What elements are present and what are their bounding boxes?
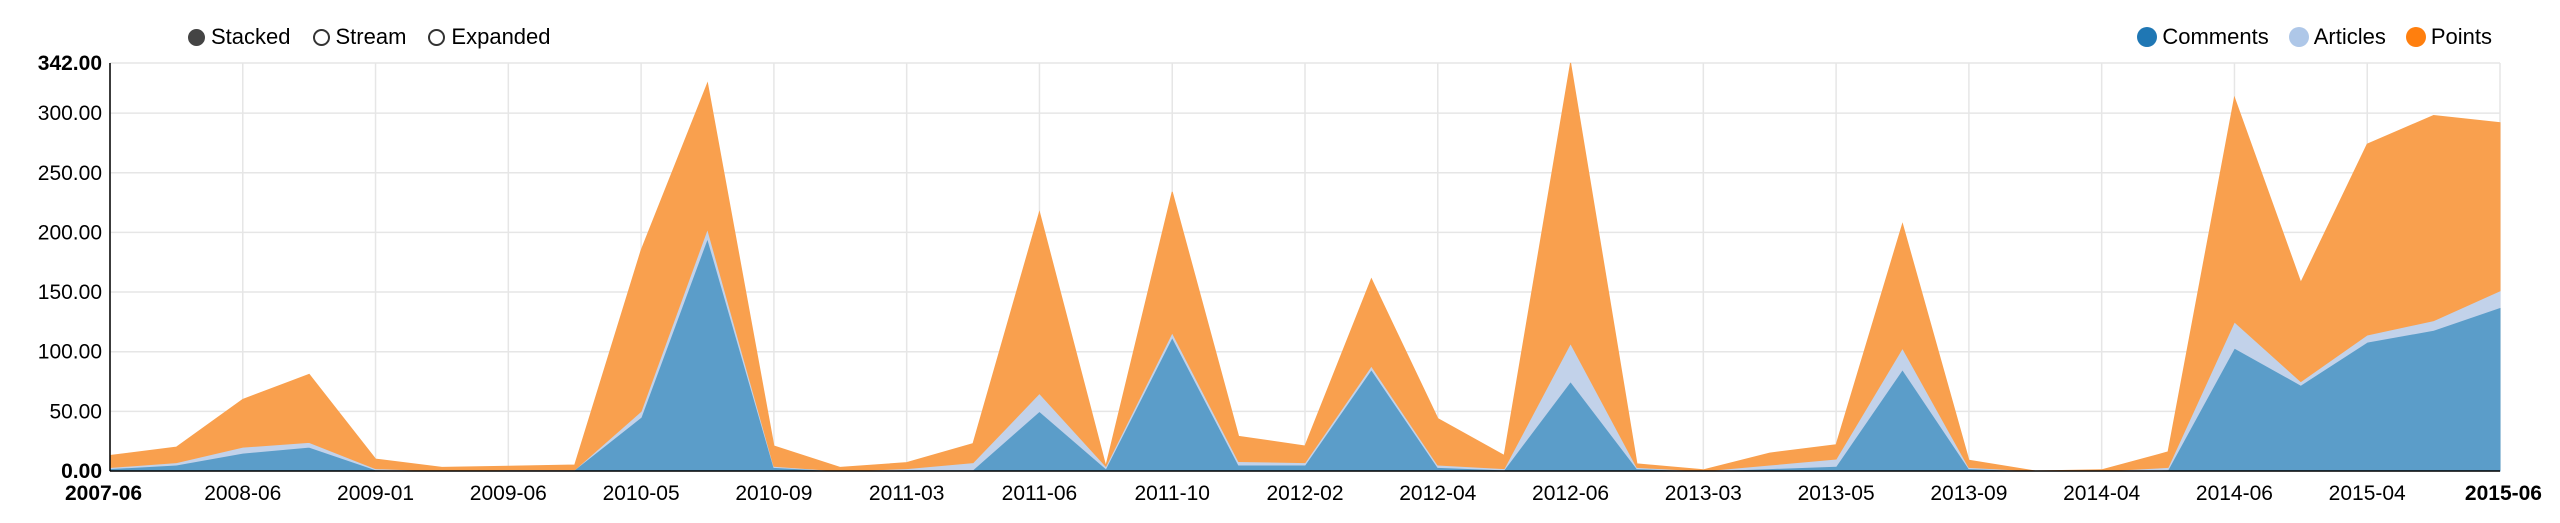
style-option-label: Expanded (451, 24, 551, 49)
legend-dot-icon[interactable] (2137, 27, 2158, 47)
x-tick-label: 2014-06 (2196, 482, 2273, 505)
x-tick-label: 2013-05 (1798, 482, 1875, 505)
y-axis: 0.00 50.00 100.00 150.00 200.00 250.00 300.00 3… (38, 52, 111, 483)
radio-icon[interactable] (188, 28, 205, 46)
legend-dot-icon[interactable] (2405, 27, 2426, 47)
area-points[interactable] (109, 62, 2501, 472)
x-tick-label: 2013-09 (1930, 482, 2007, 505)
y-tick-label: 342.00 (38, 52, 102, 75)
style-option-stacked[interactable]: Stacked (188, 24, 291, 50)
legend-item-points[interactable]: Points (2405, 24, 2492, 50)
x-tick-label: 2011-10 (1134, 482, 1210, 505)
y-tick-label: 250.00 (38, 162, 102, 185)
x-tick-label: 2007-06 (65, 482, 142, 505)
grid-lines (109, 62, 2501, 472)
y-tick-label: 300.00 (38, 102, 102, 125)
y-tick-label: 100.00 (38, 341, 102, 364)
chart-legend: Comments Articles Points (2123, 22, 2492, 52)
x-tick-label: 2013-03 (1665, 482, 1742, 505)
legend-label: Articles (2313, 24, 2386, 49)
x-tick-label: 2012-06 (1532, 482, 1609, 505)
x-axis: 2007-06 2008-06 2009-01 2009-06 2010-05 2010-… (65, 470, 2542, 505)
x-tick-label: 2012-02 (1266, 482, 1343, 505)
radio-icon[interactable] (428, 28, 446, 46)
style-option-label: Stream (335, 24, 407, 49)
legend-item-articles[interactable]: Articles (2288, 24, 2386, 50)
x-tick-label: 2009-06 (470, 482, 547, 505)
x-tick-label: 2011-03 (869, 482, 945, 505)
style-option-expanded[interactable]: Expanded (428, 24, 551, 50)
y-tick-label: 200.00 (38, 221, 102, 244)
x-tick-label: 2011-06 (1002, 482, 1078, 505)
legend-item-comments[interactable]: Comments (2137, 24, 2269, 50)
legend-label: Comments (2162, 24, 2269, 49)
x-tick-label: 2010-05 (603, 482, 680, 505)
x-tick-label: 2009-01 (337, 482, 414, 505)
x-tick-label: 2010-09 (735, 482, 812, 505)
y-tick-label: 150.00 (38, 281, 102, 304)
x-tick-label: 2012-04 (1399, 482, 1476, 505)
x-tick-label: 2014-04 (2063, 482, 2140, 505)
chart-style-controls: Stacked Stream Expanded (188, 22, 551, 52)
style-option-stream[interactable]: Stream (312, 24, 407, 50)
legend-dot-icon[interactable] (2288, 27, 2309, 47)
y-tick-label: 0.00 (61, 460, 102, 483)
x-tick-label: 2015-06 (2465, 482, 2542, 505)
x-tick-label: 2015-04 (2329, 482, 2406, 505)
style-option-label: Stacked (211, 24, 291, 49)
x-tick-label: 2008-06 (204, 482, 281, 505)
legend-label: Points (2430, 24, 2492, 49)
y-tick-label: 50.00 (49, 400, 102, 423)
radio-icon[interactable] (312, 28, 330, 46)
